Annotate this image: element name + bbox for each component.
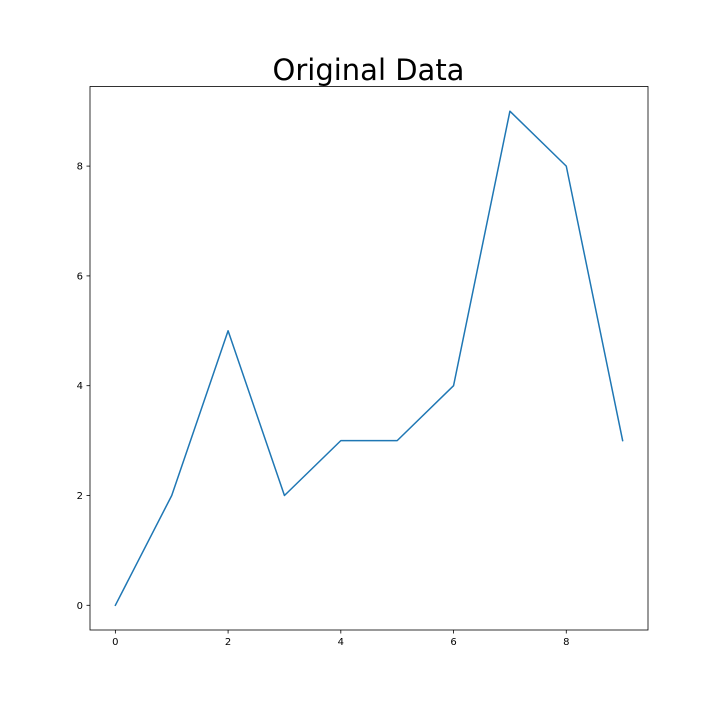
x-tick-label: 0 <box>112 637 118 648</box>
series-line-0 <box>114 110 624 607</box>
chart-title: Original Data <box>273 53 465 87</box>
y-tick-label: 6 <box>77 271 83 282</box>
x-tick-label: 6 <box>450 637 456 648</box>
x-tick-label: 8 <box>563 637 569 648</box>
y-tick-label: 8 <box>77 162 83 173</box>
x-tick-label: 4 <box>338 637 344 648</box>
axes-frame <box>89 86 649 631</box>
y-tick-label: 4 <box>77 381 83 392</box>
plot-area: 0 2 4 6 8 0 2 4 6 8 <box>77 86 649 648</box>
x-tick-label: 2 <box>225 637 231 648</box>
y-tick-label: 0 <box>77 601 83 612</box>
y-tick-label: 2 <box>77 491 83 502</box>
